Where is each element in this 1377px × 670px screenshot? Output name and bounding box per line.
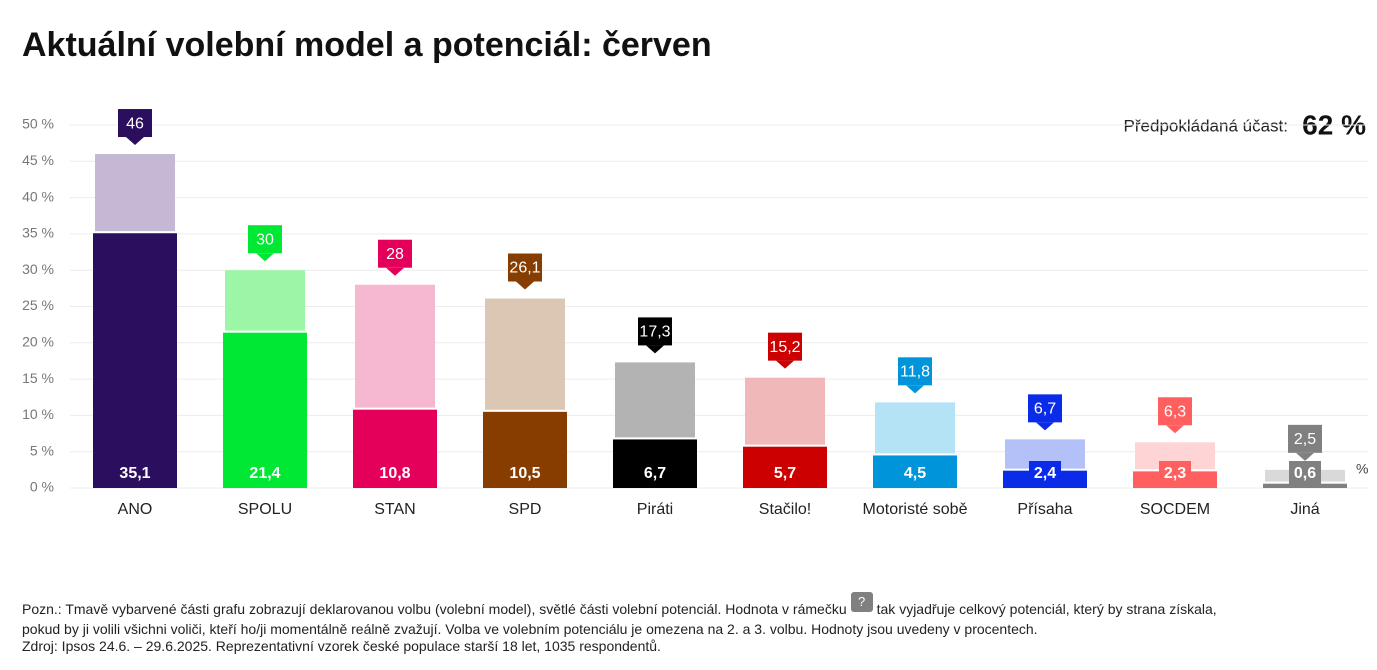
y-tick-label: 40 % xyxy=(22,188,54,204)
potential-label-box xyxy=(768,332,802,361)
model-label: 10,8 xyxy=(379,465,410,482)
potential-label: 6,7 xyxy=(1034,401,1056,418)
potential-label-pointer xyxy=(1166,425,1184,434)
x-tick-label: STAN xyxy=(374,501,415,518)
model-label: 2,3 xyxy=(1164,465,1186,482)
y-tick-label: 50 % xyxy=(22,116,54,132)
potential-label-box xyxy=(1288,424,1322,453)
model-bar xyxy=(743,446,827,488)
model-bar xyxy=(873,455,957,488)
potential-label: 28 xyxy=(386,246,404,263)
y-tick-label: 10 % xyxy=(22,406,54,422)
potential-label-pointer xyxy=(386,267,404,276)
potential-label-box xyxy=(248,225,282,254)
footnote: Pozn.: Tmavě vybarvené části grafu zobra… xyxy=(22,592,1362,639)
unit-label: % xyxy=(1356,461,1368,477)
turnout-label: Předpokládaná účast: xyxy=(1124,116,1288,135)
potential-label-box xyxy=(118,109,152,138)
y-tick-label: 30 % xyxy=(22,261,54,277)
x-tick-label: Přísaha xyxy=(1017,501,1072,518)
model-label: 2,4 xyxy=(1034,465,1056,482)
potential-label-pointer xyxy=(1036,422,1054,431)
potential-label: 6,3 xyxy=(1164,403,1186,420)
chart: Aktuální volební model a potenciál: červ… xyxy=(22,26,1368,518)
potential-label: 26,1 xyxy=(509,260,540,277)
potential-label: 46 xyxy=(126,115,144,132)
x-tick-label: Jiná xyxy=(1290,501,1319,518)
model-label-box xyxy=(1029,461,1061,487)
model-bar xyxy=(613,439,697,488)
model-label-box xyxy=(1159,461,1191,487)
potential-label: 30 xyxy=(256,231,274,248)
potential-label-pointer xyxy=(646,345,664,354)
x-tick-label: Piráti xyxy=(637,501,673,518)
model-bar xyxy=(93,233,177,488)
y-tick-label: 0 % xyxy=(30,479,54,495)
potential-label: 17,3 xyxy=(639,324,670,341)
model-label: 5,7 xyxy=(774,465,796,482)
x-tick-label: SOCDEM xyxy=(1140,501,1210,518)
model-bar xyxy=(483,411,567,488)
model-label: 21,4 xyxy=(249,465,280,482)
potential-label-pointer xyxy=(776,360,794,369)
note-text: Pozn.: Tmavě vybarvené části grafu zobra… xyxy=(22,601,847,617)
y-tick-label: 15 % xyxy=(22,370,54,386)
note-icon: ? xyxy=(850,592,873,612)
note-text: tak vyjadřuje celkový potenciál, který b… xyxy=(876,601,1217,617)
potential-label-box xyxy=(508,253,542,282)
potential-label-box xyxy=(638,317,672,346)
potential-label: 2,5 xyxy=(1294,431,1316,448)
potential-label-pointer xyxy=(906,385,924,394)
chart-title: Aktuální volební model a potenciál: červ… xyxy=(22,26,712,64)
y-tick-label: 35 % xyxy=(22,225,54,241)
potential-label-box xyxy=(378,239,412,268)
model-label: 10,5 xyxy=(509,465,540,482)
potential-label-box xyxy=(1028,394,1062,423)
y-tick-label: 25 % xyxy=(22,297,54,313)
model-label: 6,7 xyxy=(644,465,666,482)
x-tick-label: Stačilo! xyxy=(759,501,811,518)
potential-label-box xyxy=(1158,397,1192,426)
x-tick-label: Motoristé sobě xyxy=(863,501,968,518)
y-tick-label: 5 % xyxy=(30,442,54,458)
y-tick-label: 45 % xyxy=(22,152,54,168)
potential-label-pointer xyxy=(126,137,144,146)
model-label: 0,6 xyxy=(1294,465,1316,482)
x-tick-label: SPD xyxy=(509,501,542,518)
source: Zdroj: Ipsos 24.6. – 29.6.2025. Reprezen… xyxy=(22,638,661,654)
potential-label: 15,2 xyxy=(769,339,800,356)
note-text: pokud by ji volili všichni voliči, kteří… xyxy=(22,621,1038,637)
potential-label-pointer xyxy=(516,281,534,290)
potential-label-box xyxy=(898,357,932,386)
x-tick-label: SPOLU xyxy=(238,501,292,518)
model-bar xyxy=(353,409,437,488)
model-bar xyxy=(223,332,307,488)
y-tick-label: 20 % xyxy=(22,334,54,350)
model-label: 35,1 xyxy=(119,465,150,482)
potential-label-pointer xyxy=(1296,452,1314,461)
model-label-box xyxy=(1289,461,1321,487)
x-tick-label: ANO xyxy=(118,501,153,518)
potential-label: 11,8 xyxy=(900,364,930,381)
potential-label-pointer xyxy=(256,253,274,262)
model-label: 4,5 xyxy=(904,465,926,482)
